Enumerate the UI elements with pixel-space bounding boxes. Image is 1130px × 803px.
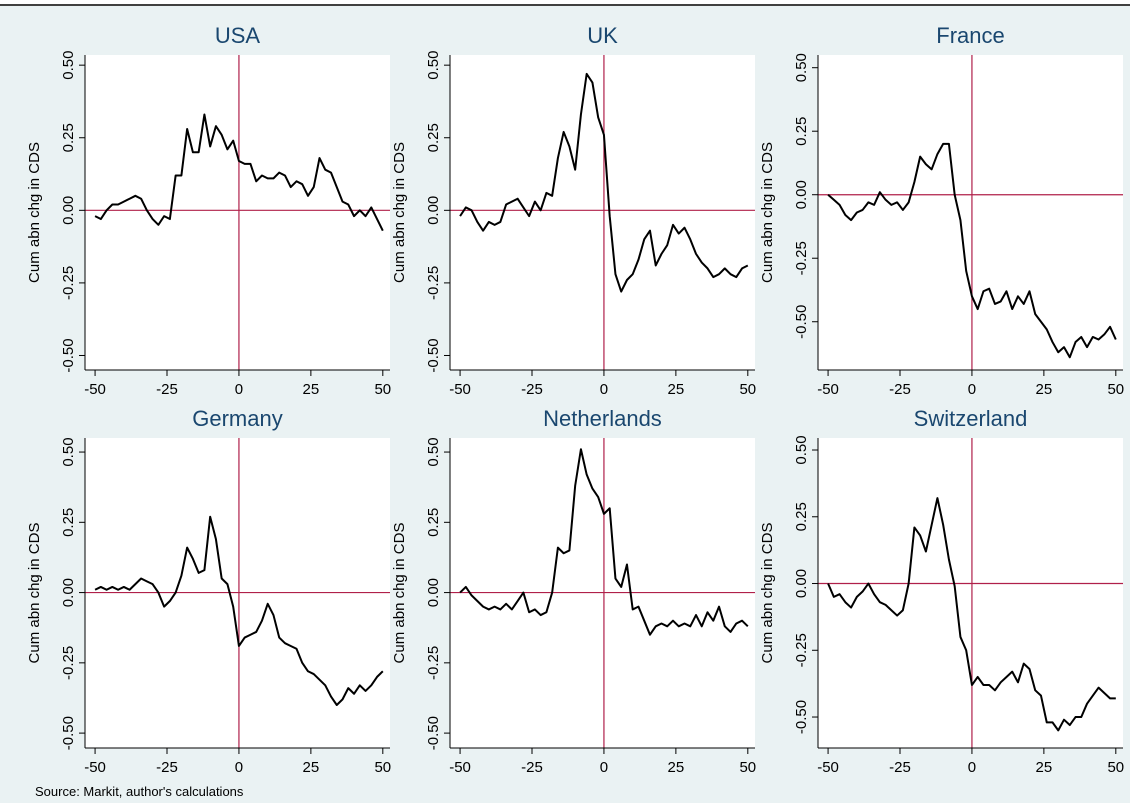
x-tick-label: 50 (374, 381, 391, 398)
y-tick-label: 0.25 (425, 123, 442, 152)
x-tick-label: -50 (817, 759, 839, 776)
x-tick-label: -50 (449, 381, 471, 398)
x-tick-label: 25 (1036, 759, 1053, 776)
y-tick-label: 0.50 (425, 51, 442, 80)
y-tick-label: -0.25 (793, 633, 810, 667)
y-tick-label: -0.50 (60, 338, 77, 372)
y-axis-label: Cum abn chg in CDS (759, 523, 776, 664)
y-tick-label: 0.25 (60, 123, 77, 152)
panel-title: USA (215, 23, 261, 48)
x-tick-label: 25 (303, 759, 320, 776)
y-tick-label: -0.50 (425, 338, 442, 372)
panel-title: UK (587, 23, 618, 48)
y-tick-label: 0.00 (60, 196, 77, 225)
y-axis-label: Cum abn chg in CDS (391, 142, 408, 283)
x-tick-label: 0 (235, 381, 243, 398)
x-tick-label: 50 (739, 759, 756, 776)
panel-title: Germany (192, 406, 282, 431)
x-tick-label: -50 (817, 381, 839, 398)
x-tick-label: 0 (968, 759, 976, 776)
x-tick-label: -25 (889, 381, 911, 398)
y-axis-label: Cum abn chg in CDS (26, 142, 43, 283)
x-tick-label: 50 (1107, 381, 1124, 398)
y-tick-label: 0.50 (60, 437, 77, 466)
x-tick-label: 25 (668, 381, 685, 398)
y-tick-label: -0.50 (425, 716, 442, 750)
plot-area (85, 55, 390, 370)
y-tick-label: -0.50 (793, 305, 810, 339)
y-tick-label: 0.50 (793, 53, 810, 82)
y-tick-label: 0.25 (793, 502, 810, 531)
y-tick-label: 0.00 (793, 569, 810, 598)
x-tick-label: -50 (449, 759, 471, 776)
y-tick-label: 0.50 (425, 437, 442, 466)
y-tick-label: 0.25 (425, 508, 442, 537)
plot-area (818, 438, 1123, 748)
plot-area (818, 55, 1123, 370)
x-tick-label: 25 (303, 381, 320, 398)
y-tick-label: 0.00 (425, 578, 442, 607)
y-axis-label: Cum abn chg in CDS (26, 523, 43, 664)
x-tick-label: 50 (739, 381, 756, 398)
data-line (94, 515, 384, 706)
y-tick-label: -0.50 (793, 700, 810, 734)
y-tick-label: 0.00 (793, 180, 810, 209)
x-tick-label: -25 (156, 759, 178, 776)
y-tick-label: -0.25 (60, 646, 77, 680)
x-tick-label: 0 (968, 381, 976, 398)
y-tick-label: -0.25 (425, 266, 442, 300)
x-tick-label: -25 (156, 381, 178, 398)
y-tick-label: 0.25 (793, 117, 810, 146)
y-tick-label: -0.25 (793, 241, 810, 275)
y-axis-label: Cum abn chg in CDS (391, 523, 408, 664)
y-tick-label: 0.50 (60, 51, 77, 80)
data-line (827, 142, 1117, 359)
x-tick-label: -50 (84, 759, 106, 776)
x-tick-label: 25 (668, 759, 685, 776)
x-tick-label: 50 (1107, 759, 1124, 776)
x-tick-label: 0 (600, 759, 608, 776)
y-tick-label: 0.50 (793, 435, 810, 464)
panel-title: Netherlands (543, 406, 662, 431)
x-tick-label: 0 (600, 381, 608, 398)
x-tick-label: -25 (521, 759, 543, 776)
x-tick-label: -25 (889, 759, 911, 776)
panel-title: France (936, 23, 1004, 48)
panel-title: Switzerland (914, 406, 1028, 431)
y-tick-label: 0.00 (425, 196, 442, 225)
source-note: Source: Markit, author's calculations (35, 784, 244, 799)
y-tick-label: -0.25 (425, 646, 442, 680)
data-line (459, 72, 749, 293)
x-tick-label: -25 (521, 381, 543, 398)
y-tick-label: 0.25 (60, 508, 77, 537)
data-line (94, 113, 384, 232)
y-tick-label: 0.00 (60, 578, 77, 607)
y-axis-label: Cum abn chg in CDS (759, 142, 776, 283)
data-line (459, 448, 749, 636)
x-tick-label: 50 (374, 759, 391, 776)
x-tick-label: 25 (1036, 381, 1053, 398)
y-tick-label: -0.50 (60, 716, 77, 750)
y-tick-label: -0.25 (60, 266, 77, 300)
x-tick-label: 0 (235, 759, 243, 776)
x-tick-label: -50 (84, 381, 106, 398)
plot-area (450, 55, 755, 370)
data-line (827, 497, 1116, 732)
